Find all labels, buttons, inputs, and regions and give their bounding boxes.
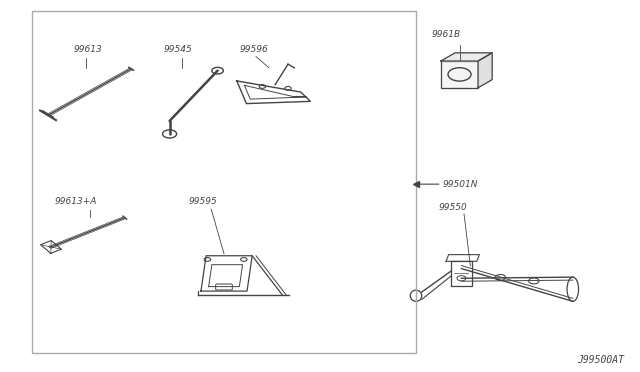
Text: 9961B: 9961B [432, 30, 461, 39]
Text: 99596: 99596 [240, 45, 269, 54]
Text: 99613: 99613 [74, 45, 102, 54]
Text: 99501N: 99501N [443, 180, 478, 189]
Text: J99500AT: J99500AT [577, 355, 624, 365]
Polygon shape [478, 53, 492, 88]
Text: 99613+A: 99613+A [54, 198, 97, 206]
Bar [451, 261, 472, 286]
Bar [441, 61, 478, 88]
Text: 99545: 99545 [163, 45, 192, 54]
Bar [32, 11, 416, 353]
Text: 99550: 99550 [438, 203, 467, 212]
Polygon shape [441, 53, 492, 61]
Text: 99595: 99595 [189, 198, 218, 206]
